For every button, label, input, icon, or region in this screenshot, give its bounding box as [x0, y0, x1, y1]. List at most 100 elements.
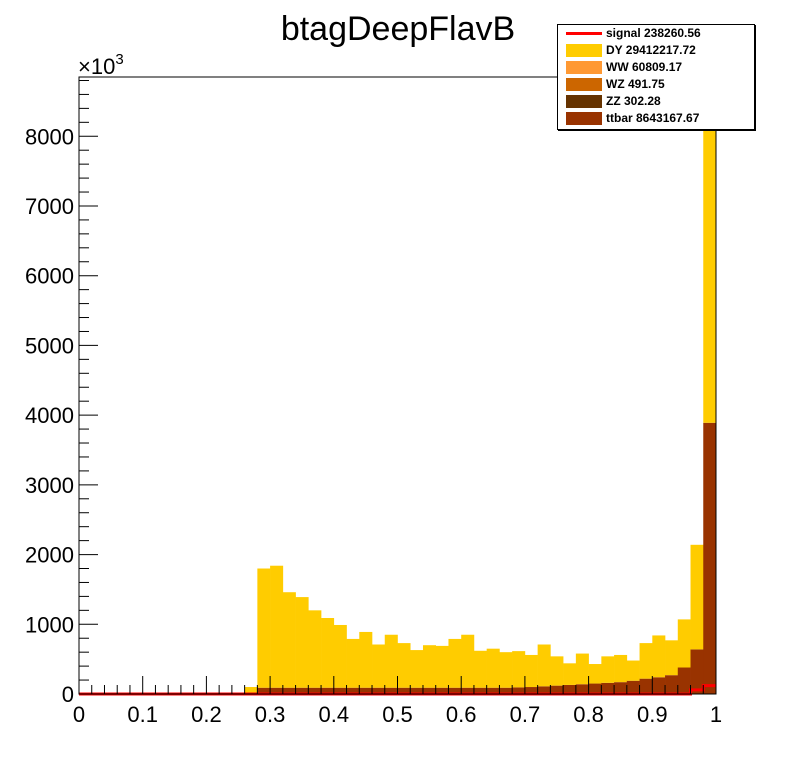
y-axis-exponent: ×103 — [78, 51, 124, 79]
legend-swatch-wz — [566, 78, 602, 91]
x-axis: 0 0.1 0.2 0.3 0.4 0.5 0.6 0.7 0.8 0.9 1 — [73, 676, 722, 727]
bar-dy-30 — [626, 660, 640, 681]
bar-dy-29 — [614, 654, 628, 683]
bar-ttbar-29 — [614, 682, 628, 694]
bar-ttbar-18 — [473, 687, 487, 694]
bar-dy-21 — [512, 651, 526, 688]
bar-dy-0 — [244, 687, 258, 694]
bar-ttbar-22 — [524, 687, 538, 694]
y-tick-label: 3000 — [25, 473, 74, 498]
bar-dy-5 — [308, 610, 322, 688]
bar-ttbar-36 — [703, 422, 717, 694]
bar-ttbar-4 — [295, 687, 309, 694]
bar-ttbar-9 — [359, 687, 373, 694]
y-tick-label: 4000 — [25, 403, 74, 428]
bar-dy-24 — [550, 656, 564, 686]
bar-dy-19 — [486, 648, 500, 688]
bar-dy-2 — [270, 565, 284, 688]
bar-dy-23 — [537, 644, 551, 687]
bar-ttbar-25 — [563, 684, 577, 694]
bar-ttbar-2 — [270, 687, 284, 694]
plot-frame — [78, 76, 717, 695]
y-tick-label: 1000 — [25, 612, 74, 637]
bar-ttbar-3 — [282, 687, 296, 694]
bar-dy-26 — [575, 653, 589, 685]
bar-dy-27 — [588, 664, 602, 684]
y-tick-label: 2000 — [25, 543, 74, 568]
bar-ttbar-32 — [652, 677, 666, 694]
legend-item-wz: WZ 491.75 — [558, 76, 754, 93]
legend-swatch-ttbar — [566, 112, 602, 125]
bar-dy-33 — [665, 640, 679, 676]
bar-dy-20 — [499, 652, 513, 688]
bar-dy-34 — [677, 619, 691, 668]
bar-ttbar-8 — [346, 687, 360, 694]
bar-ttbar-10 — [372, 687, 386, 694]
bar-dy-8 — [346, 638, 360, 688]
bar-ttbar-5 — [308, 687, 322, 694]
legend-swatch-ww — [566, 61, 602, 74]
bar-dy-14 — [422, 645, 437, 688]
bar-dy-28 — [601, 656, 615, 683]
bar-ttbar-1 — [257, 687, 271, 694]
x-tick-label: 0 — [73, 702, 85, 727]
bar-ttbar-14 — [422, 687, 437, 694]
bar-ttbar-20 — [499, 687, 513, 694]
legend-label-signal: signal 238260.56 — [606, 26, 701, 40]
bar-dy-36 — [703, 110, 717, 423]
bar-dy-35 — [690, 544, 704, 650]
legend-label-zz: ZZ 302.28 — [606, 94, 661, 108]
x-tick-label: 0.3 — [255, 702, 286, 727]
bar-ttbar-15 — [435, 687, 449, 694]
bar-dy-13 — [410, 650, 424, 688]
bar-dy-1 — [257, 568, 271, 688]
y-tick-label: 7000 — [25, 194, 74, 219]
bar-dy-17 — [461, 634, 475, 688]
bar-dy-31 — [639, 643, 653, 679]
bar-dy-3 — [282, 592, 296, 688]
x-tick-label: 0.2 — [191, 702, 222, 727]
bar-ttbar-30 — [626, 680, 640, 694]
bar-ttbar-31 — [639, 678, 653, 694]
legend-item-dy: DY 29412217.72 — [558, 42, 754, 59]
bar-ttbar-19 — [486, 687, 500, 694]
bar-ttbar-35 — [690, 649, 704, 694]
x-tick-label: 0.7 — [510, 702, 541, 727]
bar-dy-18 — [473, 650, 487, 688]
bar-ttbar-28 — [601, 682, 615, 694]
legend: signal 238260.56 DY 29412217.72 WW 60809… — [557, 24, 755, 130]
legend-item-ww: WW 60809.17 — [558, 59, 754, 76]
bar-dy-6 — [321, 618, 335, 688]
x-tick-label: 0.8 — [573, 702, 604, 727]
legend-item-zz: ZZ 302.28 — [558, 93, 754, 110]
legend-label-dy: DY 29412217.72 — [606, 43, 696, 57]
bar-dy-12 — [397, 643, 411, 688]
bar-ttbar-34 — [677, 667, 691, 694]
y-axis: 0 1000 2000 3000 4000 5000 6000 7000 8000 — [25, 79, 98, 707]
bar-dy-11 — [384, 634, 398, 688]
bar-dy-22 — [524, 654, 538, 688]
bar-ttbar-6 — [321, 687, 335, 694]
bar-ttbar-21 — [512, 687, 526, 694]
y-tick-label: 6000 — [25, 264, 74, 289]
bar-dy-7 — [333, 624, 347, 688]
bar-ttbar-27 — [588, 683, 602, 694]
y-tick-label: 5000 — [25, 333, 74, 358]
bar-ttbar-17 — [461, 687, 475, 694]
x-tick-label: 0.4 — [319, 702, 350, 727]
legend-label-ww: WW 60809.17 — [606, 60, 683, 74]
legend-label-wz: WZ 491.75 — [606, 77, 665, 91]
x-tick-label: 1 — [710, 702, 722, 727]
bar-dy-25 — [563, 663, 577, 685]
histogram-bars — [244, 110, 717, 694]
bar-dy-4 — [295, 597, 309, 688]
legend-item-ttbar: ttbar 8643167.67 — [558, 110, 754, 127]
bar-dy-15 — [435, 645, 449, 688]
bar-ttbar-7 — [333, 687, 347, 694]
y-tick-label: 8000 — [25, 124, 74, 149]
chart-title: btagDeepFlavB — [281, 10, 515, 48]
x-tick-label: 0.5 — [382, 702, 413, 727]
legend-item-signal: signal 238260.56 — [558, 25, 754, 42]
legend-swatch-zz — [566, 95, 602, 108]
